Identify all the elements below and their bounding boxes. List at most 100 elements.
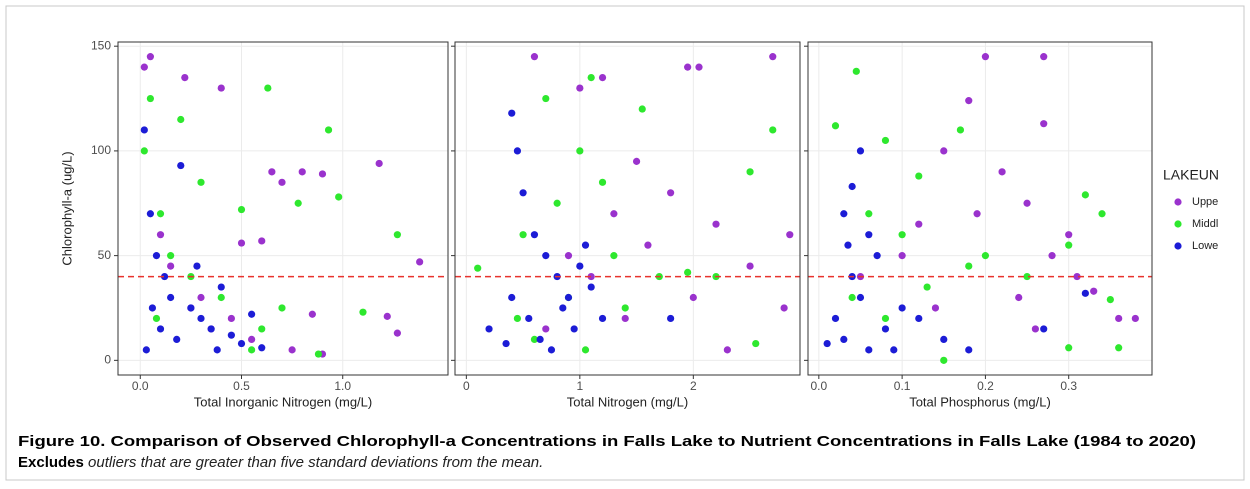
x-tick-label: 0.1 [894, 379, 911, 393]
point [156, 231, 165, 239]
point [746, 262, 754, 270]
point [786, 231, 794, 239]
point [359, 308, 367, 316]
point [264, 84, 272, 92]
x-tick-label: 0.0 [810, 379, 827, 393]
point [564, 252, 573, 260]
legend-key [1174, 242, 1182, 250]
point [268, 168, 276, 176]
point [981, 252, 990, 260]
point [587, 283, 595, 291]
point [140, 147, 148, 155]
point [140, 63, 148, 71]
panel [455, 42, 800, 375]
point [213, 346, 221, 354]
point [217, 84, 225, 92]
point [581, 346, 590, 354]
point [1115, 344, 1123, 352]
point [873, 252, 881, 260]
point [610, 252, 618, 260]
y-tick-label: 100 [91, 143, 111, 157]
point [383, 312, 391, 320]
point [258, 325, 266, 333]
point [197, 178, 205, 186]
point [1023, 199, 1031, 207]
point [393, 329, 401, 337]
point [156, 210, 165, 218]
point [227, 331, 235, 339]
point [152, 314, 161, 323]
point [881, 325, 890, 333]
point [931, 304, 940, 312]
point [576, 262, 584, 270]
point [167, 252, 175, 260]
point [831, 122, 840, 130]
legend-key [1174, 220, 1182, 228]
point [881, 314, 890, 323]
point [840, 210, 848, 218]
point [856, 293, 865, 302]
point [1040, 325, 1048, 333]
point [1040, 120, 1048, 128]
point [542, 252, 550, 260]
point [258, 344, 266, 352]
caption-note: Excludes outliers that are greater than … [18, 454, 543, 471]
point [298, 168, 306, 176]
caption-bold: Excludes [18, 454, 84, 471]
point [752, 339, 760, 348]
point [981, 53, 990, 61]
point [248, 346, 256, 354]
y-axis-label: Chlorophyll-a (ug/L) [59, 151, 74, 265]
point [598, 74, 607, 82]
point [248, 335, 256, 343]
point [848, 293, 856, 302]
point [542, 325, 550, 333]
point [684, 63, 692, 71]
point [965, 97, 973, 105]
point [258, 237, 266, 245]
point [940, 335, 948, 343]
panel-border [454, 41, 801, 376]
point [723, 346, 731, 354]
point [1065, 241, 1073, 249]
point [148, 304, 157, 312]
point [416, 258, 424, 266]
point [237, 339, 246, 348]
point [940, 147, 948, 155]
point [587, 272, 595, 281]
point [1065, 231, 1073, 239]
point [865, 231, 873, 239]
frame [5, 5, 1245, 481]
point [667, 314, 675, 323]
point [598, 314, 607, 323]
x-tick-label: 0.2 [977, 379, 994, 393]
point [530, 335, 539, 343]
point [923, 283, 931, 291]
point [542, 94, 550, 103]
point [1023, 272, 1031, 281]
point [940, 356, 948, 364]
point [173, 335, 181, 343]
point [898, 252, 906, 260]
point [547, 346, 556, 354]
point [156, 325, 165, 333]
x-tick-label: 1 [576, 379, 583, 393]
point [881, 136, 890, 145]
point [1065, 344, 1073, 352]
legend-key [1174, 198, 1182, 206]
point [581, 241, 590, 249]
point [485, 325, 493, 333]
point [965, 346, 973, 354]
caption-title: Figure 10. Comparison of Observed Chloro… [18, 433, 1196, 450]
point [1015, 293, 1023, 302]
point [375, 159, 383, 168]
point [519, 189, 527, 197]
point [638, 105, 646, 113]
point [695, 63, 703, 71]
point [746, 168, 754, 176]
point [965, 262, 973, 270]
point [644, 241, 652, 249]
legend-title: LAKEUN [1163, 167, 1219, 183]
point [553, 199, 561, 207]
y-tick-label: 0 [104, 353, 111, 367]
